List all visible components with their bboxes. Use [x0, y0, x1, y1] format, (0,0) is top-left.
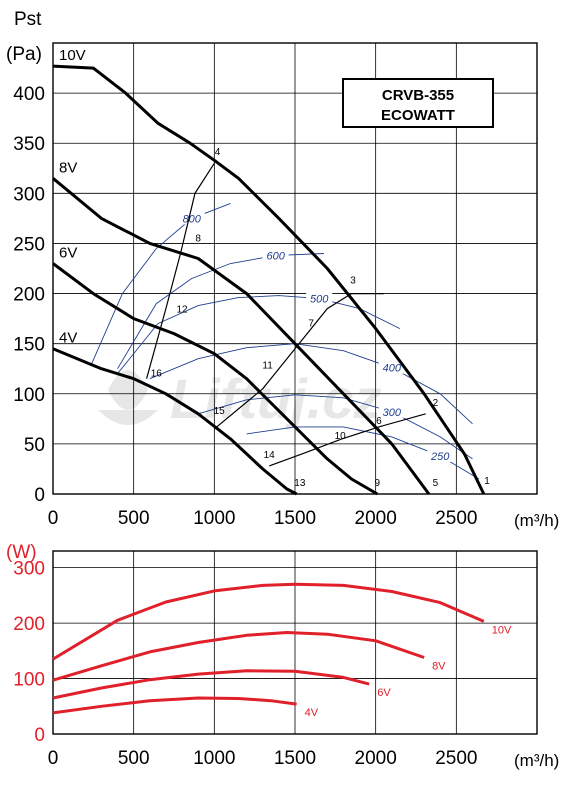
point-label-5: 5	[433, 478, 439, 489]
point-label-9: 9	[374, 478, 380, 489]
power-contour-500	[117, 295, 401, 374]
power-contour-label-bg-250	[427, 447, 454, 462]
point-label-7: 7	[308, 319, 314, 330]
power-contour-label-250: 250	[430, 451, 450, 463]
point-label-12: 12	[177, 305, 189, 316]
fan-curve-label-4V: 4V	[59, 330, 77, 347]
point-label-8: 8	[195, 233, 201, 244]
fan-curve-6V	[52, 262, 379, 496]
chart1-xlabel: (m³/h)	[514, 511, 559, 530]
point-label-10: 10	[335, 431, 347, 442]
point-label-15: 15	[214, 406, 226, 417]
chart2-x-tick-1500: 1500	[274, 748, 316, 769]
fan-curve-4V	[52, 347, 298, 496]
power-contour-label-bg-600	[262, 247, 289, 262]
chart1-y-tick-50: 50	[24, 435, 45, 456]
chart1-ylabel-line1: Pst	[14, 9, 42, 30]
chart2-y-tick-100: 100	[13, 670, 45, 691]
fan-curve-10V	[52, 64, 486, 495]
point-label-11: 11	[262, 361, 273, 372]
point-label-4: 4	[215, 147, 221, 158]
power-curve-10V	[52, 582, 485, 661]
power-curve-label-10V: 10V	[492, 624, 512, 636]
point-label-1: 1	[484, 476, 490, 487]
power-contour-label-300: 300	[383, 407, 402, 419]
power-contour-label-bg-500	[306, 290, 333, 305]
chart2-x-tick-2500: 2500	[435, 748, 477, 769]
chart1-y-tick-150: 150	[13, 335, 45, 356]
power-contour-label-bg-400	[378, 359, 405, 374]
point-label-14: 14	[264, 450, 276, 461]
point-label-3: 3	[350, 276, 356, 287]
power-contour-800	[91, 202, 231, 364]
power-contour-300	[198, 394, 473, 460]
system-line-4	[146, 162, 215, 379]
chart1-y-tick-400: 400	[13, 84, 45, 105]
power-curve-label-4V: 4V	[305, 707, 319, 719]
chart1-y-tick-250: 250	[13, 234, 45, 255]
chart1-y-tick-200: 200	[13, 285, 45, 306]
chart1-y-tick-0: 0	[34, 485, 45, 506]
point-label-13: 13	[294, 478, 306, 489]
fan-curve-8V	[52, 177, 431, 495]
power-curve-6V	[52, 669, 370, 700]
power-contour-label-500: 500	[310, 294, 329, 306]
chart2-xlabel: (m³/h)	[514, 751, 559, 770]
power-curve-label-6V: 6V	[377, 687, 391, 699]
chart2-x-tick-1000: 1000	[193, 748, 235, 769]
chart1-x-tick-1000: 1000	[193, 508, 235, 529]
fan-curve-label-10V: 10V	[59, 47, 86, 64]
power-contour-label-600: 600	[266, 250, 285, 262]
system-line-2	[268, 413, 426, 467]
fan-curve-label-6V: 6V	[59, 244, 77, 261]
point-label-16: 16	[151, 369, 163, 380]
chart2-frame	[52, 550, 538, 735]
system-line-3	[213, 293, 384, 430]
chart1-x-tick-0: 0	[48, 508, 59, 529]
point-label-6: 6	[376, 416, 382, 427]
watermark: Liftuj.cz	[98, 367, 382, 430]
power-contour-label-bg-300	[378, 403, 405, 418]
legend-box-line2: ECOWATT	[381, 107, 455, 124]
chart1-x-tick-2000: 2000	[355, 508, 397, 529]
chart1-ylabel-line2: (Pa)	[6, 44, 42, 65]
chart2-y-tick-0: 0	[34, 725, 45, 746]
chart2-ylabel: (W)	[6, 542, 37, 563]
power-contour-400	[149, 343, 473, 425]
chart2-x-tick-2000: 2000	[355, 748, 397, 769]
power-contour-label-bg-800	[178, 210, 205, 225]
chart2-y-tick-200: 200	[13, 614, 45, 635]
point-label-2: 2	[433, 398, 439, 409]
power-contour-label-800: 800	[183, 213, 202, 225]
power-curve-4V	[52, 696, 297, 715]
chart1-x-tick-500: 500	[118, 508, 150, 529]
power-curve-label-8V: 8V	[432, 660, 446, 672]
power-curve-8V	[52, 631, 425, 682]
chart1-y-tick-100: 100	[13, 385, 45, 406]
legend-box: CRVB-355 ECOWATT	[342, 78, 494, 128]
chart2-x-tick-0: 0	[48, 748, 59, 769]
chart1-y-tick-300: 300	[13, 184, 45, 205]
chart2-x-tick-500: 500	[118, 748, 150, 769]
chart1-x-tick-2500: 2500	[435, 508, 477, 529]
power-contour-label-400: 400	[383, 363, 402, 375]
chart1-x-tick-1500: 1500	[274, 508, 316, 529]
chart1-y-tick-350: 350	[13, 134, 45, 155]
chart2-y-tick-300: 300	[13, 559, 45, 580]
fan-curve-label-8V: 8V	[59, 159, 77, 176]
legend-box-line1: CRVB-355	[382, 87, 454, 104]
